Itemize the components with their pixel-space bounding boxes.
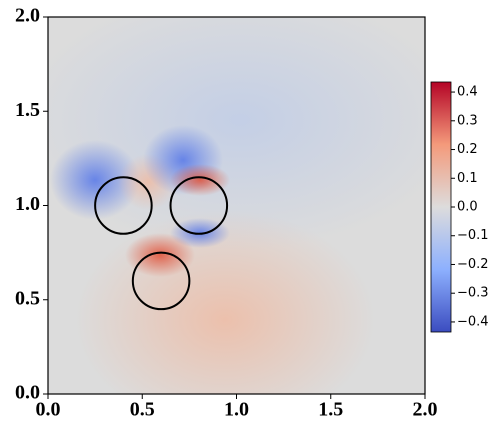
x-tick-label: 0.5 — [130, 399, 155, 421]
colorbar-tick-label: 0.4 — [457, 85, 478, 100]
y-tick-label: 0.0 — [15, 382, 40, 404]
colorbar — [430, 81, 452, 333]
colorbar-tick-label: 0.0 — [457, 200, 478, 215]
x-tick-label: 1.5 — [318, 399, 343, 421]
colorbar-tick-label: 0.3 — [457, 113, 478, 128]
y-tick-label: 0.5 — [15, 287, 40, 309]
colorbar-tick-label: 0.1 — [457, 171, 478, 186]
circle — [169, 176, 229, 235]
colorbar-tick-label: −0.1 — [457, 228, 489, 243]
field — [48, 17, 425, 394]
x-tick-label: 1.0 — [224, 399, 249, 421]
colorbar-tick-label: −0.4 — [457, 314, 489, 329]
x-tick-label: 2.0 — [413, 399, 438, 421]
colorbar-tick-label: −0.2 — [457, 257, 489, 272]
colorbar-tick-label: 0.2 — [457, 142, 478, 157]
x-tick-label: 0.0 — [36, 399, 61, 421]
y-tick-label: 2.0 — [15, 5, 40, 27]
y-tick-label: 1.0 — [15, 193, 40, 215]
circle — [131, 251, 191, 311]
circle — [94, 176, 153, 235]
y-tick-label: 1.5 — [15, 99, 40, 121]
colorbar-tick-label: −0.3 — [457, 286, 489, 301]
